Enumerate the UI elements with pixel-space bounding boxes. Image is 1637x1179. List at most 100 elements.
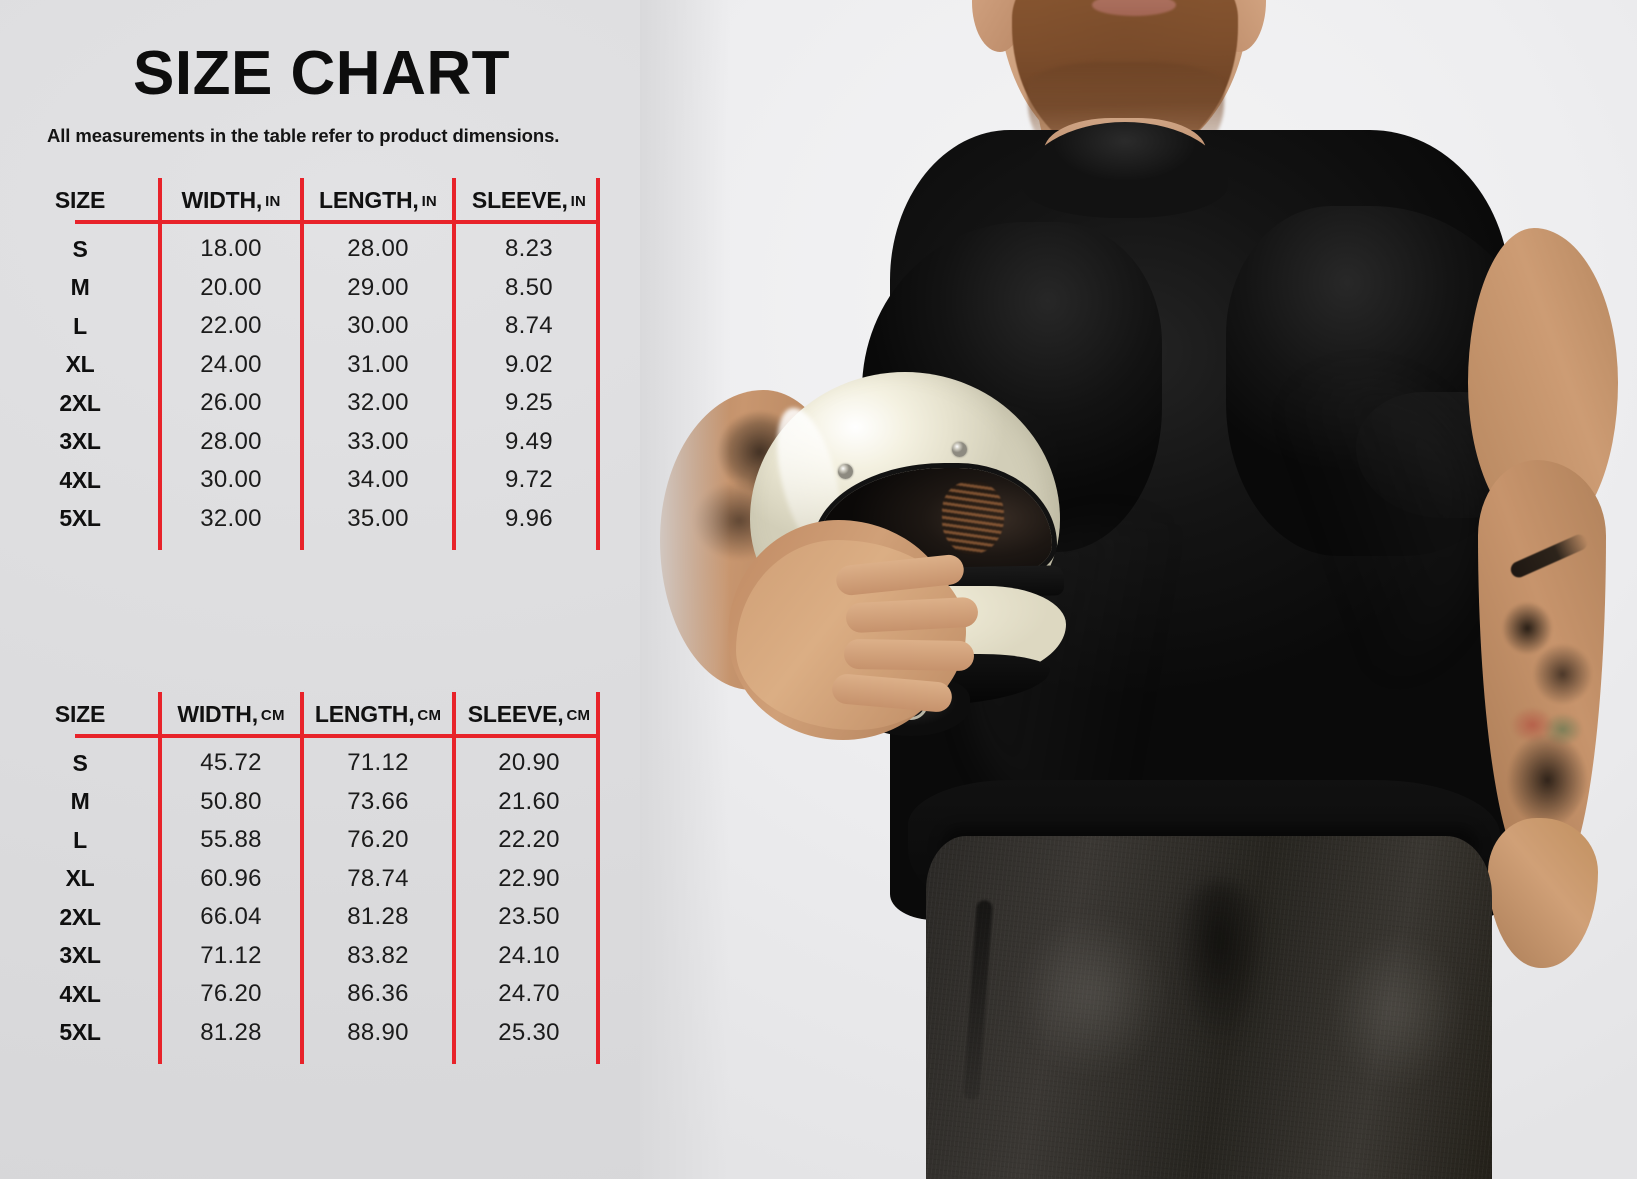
header-length-unit: IN — [421, 192, 437, 210]
helmet-vent — [942, 482, 1004, 554]
cell-sleeve: 9.25 — [505, 389, 553, 417]
table-row: 4XL 30.00 34.00 9.72 — [0, 461, 604, 500]
header-sleeve-unit: IN — [570, 192, 587, 210]
header-sleeve-label: SLEEVE, — [471, 186, 568, 213]
cell-length: 34.00 — [347, 466, 409, 494]
cell-length: 86.36 — [347, 980, 409, 1008]
cell-sleeve: 23.50 — [498, 903, 560, 931]
cell-width: 55.88 — [200, 826, 262, 854]
cell-size: 3XL — [59, 428, 101, 455]
cell-length: 31.00 — [347, 350, 409, 378]
cell-sleeve: 22.20 — [498, 826, 560, 854]
table-row: S 18.00 28.00 8.23 — [0, 230, 604, 269]
cell-sleeve: 9.72 — [505, 466, 553, 494]
cell-sleeve: 8.74 — [505, 312, 553, 340]
cell-width: 71.12 — [200, 941, 262, 969]
table-row: XL 60.96 78.74 22.90 — [0, 860, 604, 899]
cell-width: 24.00 — [200, 350, 262, 378]
header-width-label: WIDTH, — [181, 186, 263, 213]
jeans-seam-shadow — [1160, 880, 1280, 1110]
cell-length: 73.66 — [347, 787, 409, 815]
cell-size: M — [70, 788, 90, 815]
cell-width: 28.00 — [200, 427, 262, 455]
table-row: S 45.72 71.12 20.90 — [0, 744, 604, 783]
cell-size: 5XL — [59, 1019, 101, 1046]
cell-sleeve: 22.90 — [498, 864, 560, 892]
chart-subtitle: All measurements in the table refer to p… — [47, 125, 560, 146]
header-sleeve: SLEEVE, IN — [454, 187, 604, 214]
cell-length: 88.90 — [347, 1018, 409, 1046]
cell-size: 4XL — [59, 466, 101, 493]
cell-length: 29.00 — [347, 273, 409, 301]
header-size: SIZE — [54, 700, 106, 727]
table-row: M 50.80 73.66 21.60 — [0, 783, 604, 822]
cell-sleeve: 8.23 — [505, 235, 553, 263]
cell-size: XL — [65, 865, 95, 892]
cell-width: 45.72 — [200, 749, 262, 777]
header-width-unit: IN — [265, 192, 281, 210]
header-sleeve: SLEEVE, CM — [454, 701, 604, 728]
cell-width: 18.00 — [200, 235, 262, 263]
header-length-label: LENGTH, — [319, 186, 419, 213]
table-row: 5XL 32.00 35.00 9.96 — [0, 500, 604, 539]
cell-size: 5XL — [59, 505, 101, 532]
header-length: LENGTH, IN — [302, 187, 454, 214]
photo-edge-blend — [640, 0, 730, 1179]
tshirt-fold — [1236, 380, 1476, 680]
model-lips — [1092, 0, 1176, 16]
table-row: 3XL 28.00 33.00 9.49 — [0, 423, 604, 462]
cell-width: 30.00 — [200, 466, 262, 494]
cell-length: 78.74 — [347, 864, 409, 892]
cell-sleeve: 8.50 — [505, 273, 553, 301]
model-finger — [843, 638, 975, 672]
cell-sleeve: 24.10 — [498, 941, 560, 969]
cell-size: L — [73, 826, 87, 853]
header-width: WIDTH, IN — [160, 187, 302, 214]
cell-width: 76.20 — [200, 980, 262, 1008]
cell-length: 71.12 — [347, 749, 409, 777]
table-row: M 20.00 29.00 8.50 — [0, 269, 604, 308]
header-length: LENGTH, CM — [302, 701, 454, 728]
header-width: WIDTH, CM — [160, 701, 302, 728]
size-table-inches: SIZE WIDTH, IN LENGTH, IN SLEEVE, IN S 18.0… — [0, 178, 660, 556]
jeans-highlight — [1300, 920, 1480, 1160]
cell-width: 60.96 — [200, 864, 262, 892]
header-sleeve-unit: CM — [566, 706, 591, 724]
cell-width: 32.00 — [200, 504, 262, 532]
cell-sleeve: 20.90 — [498, 749, 560, 777]
cell-length: 35.00 — [347, 504, 409, 532]
cell-length: 30.00 — [347, 312, 409, 340]
table-row: L 55.88 76.20 22.20 — [0, 821, 604, 860]
cell-length: 81.28 — [347, 903, 409, 931]
cell-length: 83.82 — [347, 941, 409, 969]
header-size: SIZE — [54, 186, 106, 213]
table-row: 5XL 81.28 88.90 25.30 — [0, 1014, 604, 1053]
cell-size: 2XL — [59, 389, 101, 416]
table-row: 4XL 76.20 86.36 24.70 — [0, 975, 604, 1014]
helmet-rivet — [838, 464, 853, 479]
header-length-label: LENGTH, — [314, 700, 415, 727]
cell-sleeve: 21.60 — [498, 787, 560, 815]
cell-width: 81.28 — [200, 1018, 262, 1046]
cell-length: 76.20 — [347, 826, 409, 854]
helmet-rivet — [952, 442, 967, 457]
cell-width: 20.00 — [200, 273, 262, 301]
cell-size: 4XL — [59, 980, 101, 1007]
size-chart-panel: SIZE CHART All measurements in the table… — [0, 0, 660, 1179]
cell-width: 22.00 — [200, 312, 262, 340]
table-row: XL 24.00 31.00 9.02 — [0, 346, 604, 385]
cell-size: XL — [65, 351, 95, 378]
header-sleeve-label: SLEEVE, — [467, 700, 564, 727]
model-hand-right — [1488, 818, 1598, 968]
cell-length: 28.00 — [347, 235, 409, 263]
table-row: 2XL 26.00 32.00 9.25 — [0, 384, 604, 423]
cell-length: 32.00 — [347, 389, 409, 417]
cell-size: M — [70, 274, 90, 301]
table-row: 2XL 66.04 81.28 23.50 — [0, 898, 604, 937]
cell-sleeve: 9.49 — [505, 427, 553, 455]
table-header-row: SIZE WIDTH, CM LENGTH, CM SLEEVE, CM — [0, 692, 604, 736]
model-photo — [640, 0, 1637, 1179]
cell-size: 2XL — [59, 903, 101, 930]
page-title: SIZE CHART — [133, 39, 510, 108]
